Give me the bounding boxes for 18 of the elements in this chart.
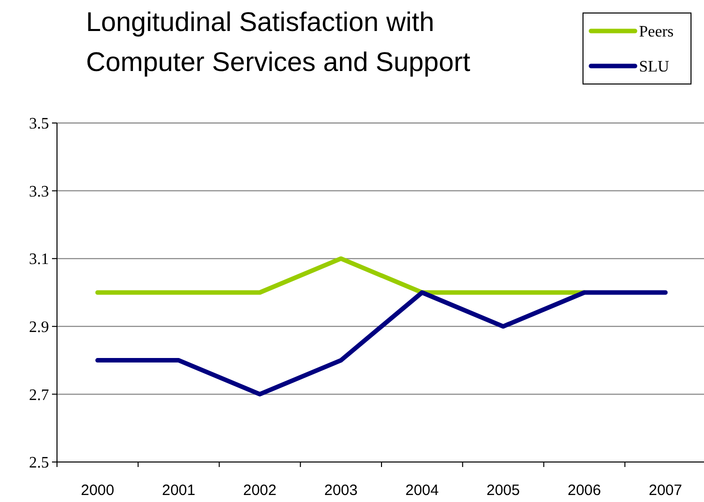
y-tick-label: 3.3 [29, 183, 49, 200]
x-tick-label: 2003 [324, 482, 358, 499]
y-tick-label: 2.7 [29, 386, 49, 404]
x-tick-label: 2002 [243, 482, 276, 499]
y-tick-label: 2.9 [29, 319, 49, 336]
line-series [95, 290, 668, 396]
x-tick-label: 2001 [162, 482, 196, 499]
x-tick-label: 2004 [405, 482, 439, 499]
legend-label: Peers [639, 24, 674, 41]
x-tick-label: 2000 [80, 482, 114, 499]
x-tick-label: 2005 [486, 482, 520, 499]
y-tick-label: 2.5 [29, 454, 49, 472]
x-tick-label: 2006 [568, 482, 601, 499]
y-tick-label: 3.1 [29, 251, 49, 268]
x-tick-label: 2007 [648, 482, 682, 499]
y-tick-label: 3.5 [29, 116, 49, 133]
chart-title: Longitudinal Satisfaction with Computer Services and Support [86, 7, 471, 77]
legend-label: SLU [639, 58, 670, 76]
